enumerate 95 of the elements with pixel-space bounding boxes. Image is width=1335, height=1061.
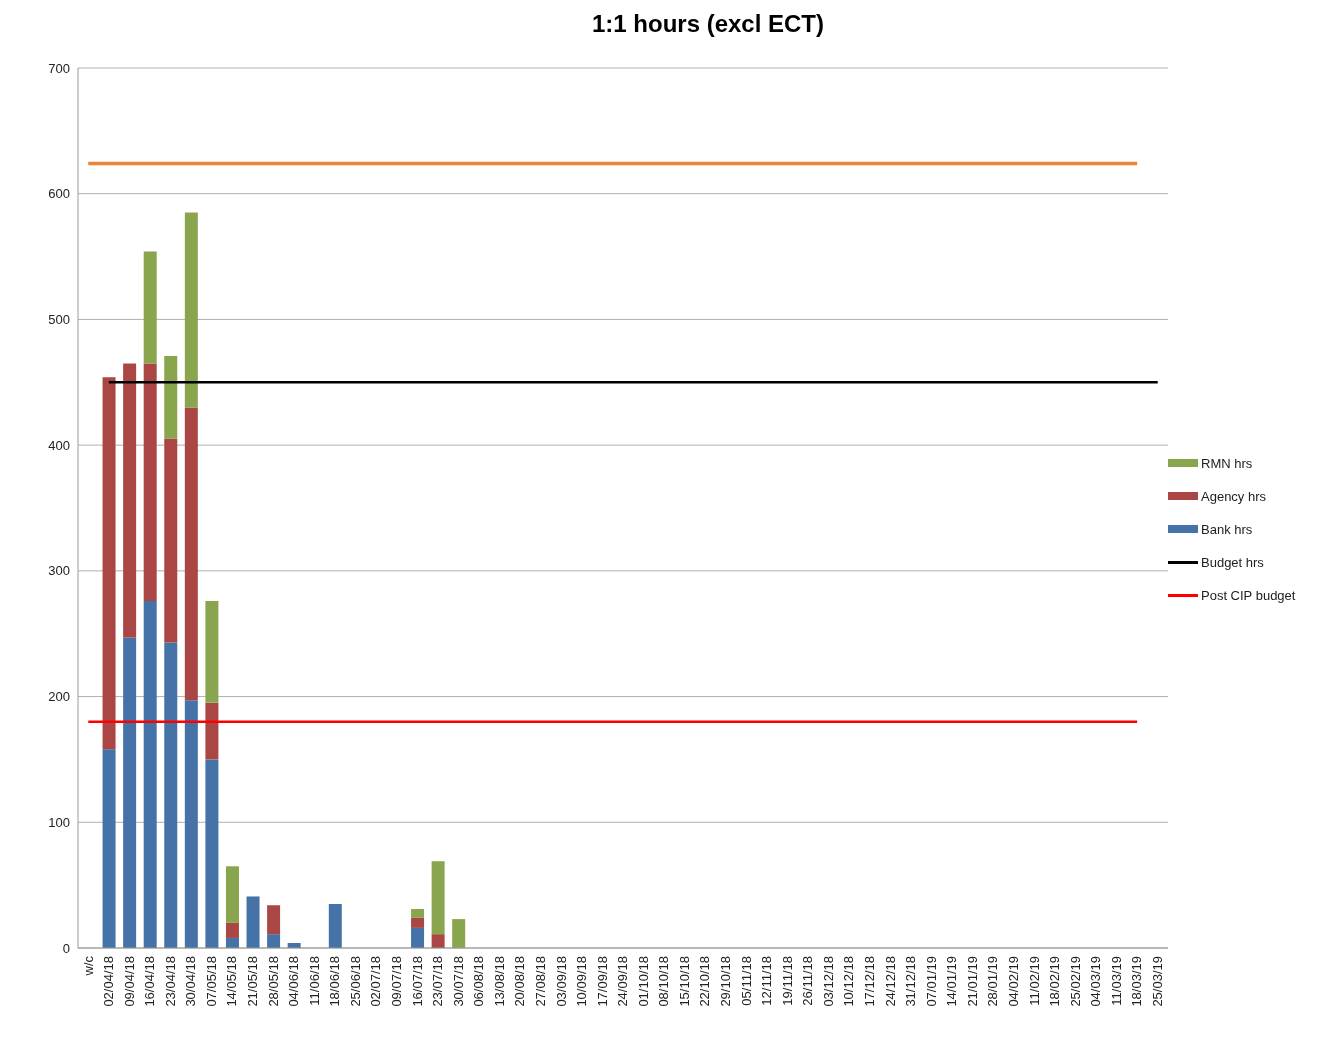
bar bbox=[431, 861, 445, 935]
bar bbox=[184, 212, 198, 408]
bar bbox=[267, 905, 281, 935]
x-tick-label: 30/04/18 bbox=[183, 956, 199, 1007]
bar bbox=[431, 934, 445, 948]
x-tick-label: 07/05/18 bbox=[203, 956, 219, 1007]
x-tick-label: 22/10/18 bbox=[697, 956, 713, 1007]
bar bbox=[205, 759, 219, 948]
bar bbox=[184, 700, 198, 948]
x-tick-label: 17/12/18 bbox=[862, 956, 878, 1007]
legend-label: Agency hrs bbox=[1201, 488, 1267, 504]
x-tick-label: 31/12/18 bbox=[903, 956, 919, 1007]
x-tick-label: 28/05/18 bbox=[265, 956, 281, 1007]
x-tick-label: 14/01/19 bbox=[944, 956, 960, 1007]
y-tick-label: 500 bbox=[48, 312, 70, 328]
x-tick-label: 04/02/19 bbox=[1005, 956, 1021, 1007]
bar bbox=[225, 866, 239, 923]
x-tick-label: 16/04/18 bbox=[142, 956, 158, 1007]
bar bbox=[123, 637, 137, 948]
bar bbox=[164, 642, 178, 948]
y-tick-label: 300 bbox=[48, 563, 70, 579]
x-tick-label: 10/09/18 bbox=[574, 956, 590, 1007]
x-tick-label: 11/03/19 bbox=[1108, 956, 1124, 1006]
x-tick-label: 27/08/18 bbox=[532, 956, 548, 1007]
x-tick-label: 24/09/18 bbox=[615, 956, 631, 1007]
x-tick-label: 21/01/19 bbox=[964, 956, 980, 1007]
x-tick-label: 11/06/18 bbox=[306, 956, 322, 1006]
x-tick-label: 20/08/18 bbox=[512, 956, 528, 1007]
x-tick-label: 21/05/18 bbox=[245, 956, 261, 1007]
x-tick-label: 02/07/18 bbox=[368, 956, 384, 1007]
x-tick-label: 06/08/18 bbox=[471, 956, 487, 1007]
y-tick-label: 700 bbox=[48, 60, 70, 76]
x-tick-label: 03/12/18 bbox=[820, 956, 836, 1007]
x-tick-label: 07/01/19 bbox=[923, 956, 939, 1007]
bar bbox=[452, 919, 466, 948]
bar bbox=[143, 251, 157, 364]
x-tick-label: w/c bbox=[80, 955, 96, 977]
x-tick-label: 28/01/19 bbox=[985, 956, 1001, 1007]
bar bbox=[205, 601, 219, 703]
x-tick-label: 04/06/18 bbox=[286, 956, 302, 1007]
x-tick-label: 18/06/18 bbox=[327, 956, 343, 1007]
legend-label: RMN hrs bbox=[1201, 455, 1253, 471]
y-tick-label: 0 bbox=[62, 940, 70, 956]
bar bbox=[184, 407, 198, 701]
x-tick-label: 19/11/18 bbox=[779, 956, 795, 1006]
bar bbox=[102, 377, 116, 750]
bar bbox=[411, 909, 425, 918]
x-tick-label: 11/02/19 bbox=[1026, 956, 1042, 1006]
bar bbox=[267, 934, 281, 948]
chart-title: 1:1 hours (excl ECT) bbox=[590, 10, 826, 38]
bar bbox=[411, 927, 425, 948]
legend-label: Budget hrs bbox=[1201, 554, 1264, 570]
x-tick-label: 17/09/18 bbox=[594, 956, 610, 1007]
y-tick-label: 400 bbox=[48, 437, 70, 453]
x-tick-label: 08/10/18 bbox=[656, 956, 672, 1007]
x-tick-label: 29/10/18 bbox=[718, 956, 734, 1007]
bar bbox=[225, 922, 239, 938]
x-tick-label: 13/08/18 bbox=[491, 956, 507, 1007]
x-tick-label: 18/02/19 bbox=[1047, 956, 1063, 1007]
bar bbox=[102, 749, 116, 948]
bar bbox=[164, 438, 178, 643]
bar bbox=[205, 702, 219, 760]
x-tick-label: 09/04/18 bbox=[121, 956, 137, 1007]
x-tick-label: 25/03/19 bbox=[1149, 956, 1165, 1007]
x-tick-label: 26/11/18 bbox=[800, 956, 816, 1006]
x-tick-label: 16/07/18 bbox=[409, 956, 425, 1007]
x-tick-label: 01/10/18 bbox=[635, 956, 651, 1007]
legend-label: Bank hrs bbox=[1201, 521, 1253, 537]
x-tick-label: 14/05/18 bbox=[224, 956, 240, 1007]
legend-label: Post CIP budget bbox=[1201, 587, 1296, 603]
bar bbox=[411, 917, 425, 928]
x-tick-label: 04/03/19 bbox=[1088, 956, 1104, 1007]
y-tick-label: 600 bbox=[48, 186, 70, 202]
bar bbox=[164, 355, 178, 439]
x-tick-label: 10/12/18 bbox=[841, 956, 857, 1007]
x-tick-label: 24/12/18 bbox=[882, 956, 898, 1007]
x-tick-label: 03/09/18 bbox=[553, 956, 569, 1007]
x-tick-label: 25/06/18 bbox=[347, 956, 363, 1007]
bar bbox=[246, 896, 260, 948]
x-tick-label: 05/11/18 bbox=[738, 956, 754, 1006]
y-tick-label: 100 bbox=[48, 814, 70, 830]
bar bbox=[143, 363, 157, 602]
y-tick-label: 200 bbox=[48, 689, 70, 705]
x-tick-label: 15/10/18 bbox=[676, 956, 692, 1007]
bar bbox=[123, 363, 137, 638]
x-tick-label: 02/04/18 bbox=[101, 956, 117, 1007]
x-tick-label: 25/02/19 bbox=[1067, 956, 1083, 1007]
x-tick-label: 18/03/19 bbox=[1129, 956, 1145, 1007]
x-tick-label: 30/07/18 bbox=[450, 956, 466, 1007]
x-tick-label: 09/07/18 bbox=[389, 956, 404, 1007]
bar bbox=[328, 904, 342, 948]
x-tick-label: 23/07/18 bbox=[430, 956, 446, 1007]
x-tick-label: 23/04/18 bbox=[162, 956, 178, 1007]
bar bbox=[143, 601, 157, 948]
x-tick-label: 12/11/18 bbox=[759, 956, 775, 1006]
